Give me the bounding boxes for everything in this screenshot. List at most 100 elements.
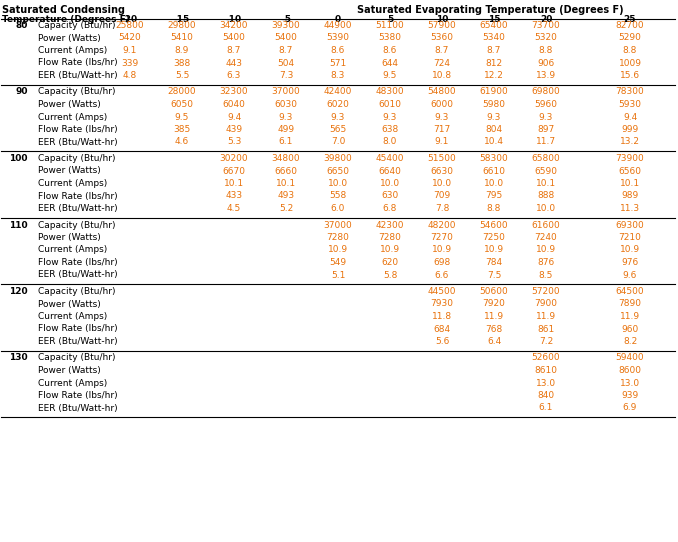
Text: 724: 724 — [433, 59, 450, 68]
Text: 52600: 52600 — [532, 353, 560, 363]
Text: 10.4: 10.4 — [484, 138, 504, 146]
Text: Power (Watts): Power (Watts) — [38, 100, 101, 109]
Text: Power (Watts): Power (Watts) — [38, 233, 101, 242]
Text: 10.1: 10.1 — [620, 179, 640, 188]
Text: 5.6: 5.6 — [435, 337, 450, 346]
Text: 1009: 1009 — [618, 59, 641, 68]
Text: 9.3: 9.3 — [435, 113, 450, 121]
Text: 57200: 57200 — [532, 287, 560, 296]
Text: Flow Rate (lbs/hr): Flow Rate (lbs/hr) — [38, 191, 117, 201]
Text: 6610: 6610 — [483, 166, 506, 176]
Text: 20: 20 — [540, 15, 552, 24]
Text: 29800: 29800 — [167, 21, 197, 30]
Text: 15.6: 15.6 — [620, 71, 640, 80]
Text: 638: 638 — [381, 125, 399, 134]
Text: 5340: 5340 — [483, 34, 505, 42]
Text: 9.3: 9.3 — [539, 113, 553, 121]
Text: Power (Watts): Power (Watts) — [38, 166, 101, 176]
Text: 7890: 7890 — [618, 300, 641, 308]
Text: 620: 620 — [382, 258, 399, 267]
Text: 10: 10 — [436, 15, 448, 24]
Text: 784: 784 — [485, 258, 502, 267]
Text: 5980: 5980 — [483, 100, 506, 109]
Text: 388: 388 — [174, 59, 191, 68]
Text: 8.7: 8.7 — [227, 46, 241, 55]
Text: 8610: 8610 — [534, 366, 557, 375]
Text: Capacity (Btu/hr): Capacity (Btu/hr) — [38, 221, 115, 229]
Text: 6630: 6630 — [431, 166, 454, 176]
Text: 5930: 5930 — [618, 100, 641, 109]
Text: Flow Rate (lbs/hr): Flow Rate (lbs/hr) — [38, 59, 117, 68]
Text: 549: 549 — [330, 258, 346, 267]
Text: 0: 0 — [335, 15, 341, 24]
Text: 9.3: 9.3 — [279, 113, 293, 121]
Text: 120: 120 — [9, 287, 28, 296]
Text: 32300: 32300 — [220, 87, 248, 96]
Text: 5960: 5960 — [534, 100, 557, 109]
Text: 54800: 54800 — [428, 87, 456, 96]
Text: 130: 130 — [9, 353, 28, 363]
Text: 6.4: 6.4 — [487, 337, 501, 346]
Text: Current (Amps): Current (Amps) — [38, 46, 107, 55]
Text: 6560: 6560 — [618, 166, 641, 176]
Text: 7270: 7270 — [431, 233, 454, 242]
Text: 6660: 6660 — [275, 166, 298, 176]
Text: 897: 897 — [538, 125, 555, 134]
Text: 10.9: 10.9 — [484, 246, 504, 255]
Text: 37000: 37000 — [272, 87, 300, 96]
Text: 804: 804 — [485, 125, 502, 134]
Text: 69300: 69300 — [616, 221, 644, 229]
Text: 571: 571 — [330, 59, 346, 68]
Text: 11.3: 11.3 — [620, 204, 640, 213]
Text: EER (Btu/Watt-hr): EER (Btu/Watt-hr) — [38, 71, 117, 80]
Text: 7.0: 7.0 — [331, 138, 345, 146]
Text: 6.0: 6.0 — [331, 204, 345, 213]
Text: 8.9: 8.9 — [175, 46, 189, 55]
Text: Power (Watts): Power (Watts) — [38, 34, 101, 42]
Text: Power (Watts): Power (Watts) — [38, 366, 101, 375]
Text: 888: 888 — [538, 191, 555, 201]
Text: 6670: 6670 — [222, 166, 245, 176]
Text: 7900: 7900 — [534, 300, 557, 308]
Text: 6590: 6590 — [534, 166, 557, 176]
Text: 9.5: 9.5 — [175, 113, 189, 121]
Text: EER (Btu/Watt-hr): EER (Btu/Watt-hr) — [38, 138, 117, 146]
Text: 10.1: 10.1 — [276, 179, 296, 188]
Text: 64500: 64500 — [616, 287, 644, 296]
Text: Power (Watts): Power (Watts) — [38, 300, 101, 308]
Text: 906: 906 — [538, 59, 555, 68]
Text: 69800: 69800 — [532, 87, 561, 96]
Text: 5.8: 5.8 — [383, 270, 397, 280]
Text: 960: 960 — [621, 325, 639, 333]
Text: 80: 80 — [16, 21, 28, 30]
Text: 7.5: 7.5 — [487, 270, 501, 280]
Text: 5380: 5380 — [378, 34, 401, 42]
Text: 34800: 34800 — [272, 154, 300, 163]
Text: 6050: 6050 — [170, 100, 193, 109]
Text: 10.8: 10.8 — [432, 71, 452, 80]
Text: Capacity (Btu/hr): Capacity (Btu/hr) — [38, 154, 115, 163]
Text: 861: 861 — [538, 325, 555, 333]
Text: 558: 558 — [330, 191, 346, 201]
Text: 7.2: 7.2 — [539, 337, 553, 346]
Text: 54600: 54600 — [480, 221, 508, 229]
Text: 4.6: 4.6 — [175, 138, 189, 146]
Text: 9.6: 9.6 — [623, 270, 637, 280]
Text: 7930: 7930 — [431, 300, 454, 308]
Text: 50600: 50600 — [479, 287, 508, 296]
Text: 7.8: 7.8 — [435, 204, 450, 213]
Text: 717: 717 — [433, 125, 451, 134]
Text: 11.9: 11.9 — [536, 312, 556, 321]
Text: 9.3: 9.3 — [487, 113, 501, 121]
Text: 6020: 6020 — [327, 100, 349, 109]
Text: 6.9: 6.9 — [623, 403, 637, 412]
Text: 812: 812 — [485, 59, 502, 68]
Text: 8.0: 8.0 — [383, 138, 397, 146]
Text: 709: 709 — [433, 191, 451, 201]
Text: 51500: 51500 — [428, 154, 456, 163]
Text: 90: 90 — [16, 87, 28, 96]
Text: 42300: 42300 — [376, 221, 404, 229]
Text: 5: 5 — [387, 15, 393, 24]
Text: 11.9: 11.9 — [620, 312, 640, 321]
Text: 5.3: 5.3 — [227, 138, 241, 146]
